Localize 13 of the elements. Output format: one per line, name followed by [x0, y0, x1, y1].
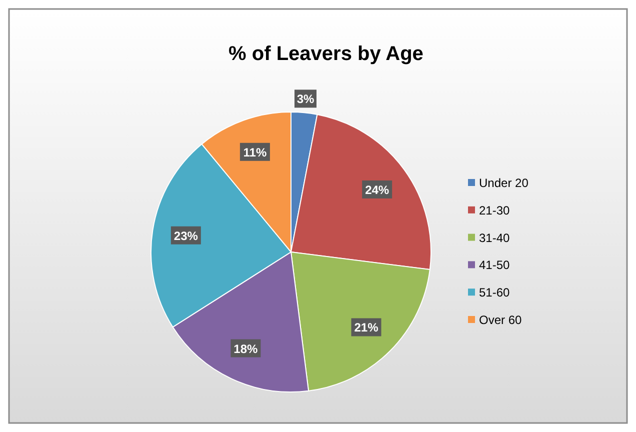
legend-label: 21-30 [479, 203, 510, 218]
legend-label: 31-40 [479, 230, 510, 245]
chart-title: % of Leavers by Age [228, 43, 424, 65]
data-label: 21% [354, 320, 379, 335]
data-label: 18% [234, 342, 258, 356]
legend-label: 41-50 [479, 258, 510, 272]
data-label: 24% [365, 182, 390, 197]
legend-label: Under 20 [479, 176, 529, 190]
legend-label: 51-60 [479, 286, 510, 300]
legend-label: Over 60 [479, 313, 522, 327]
data-label: 23% [174, 228, 198, 243]
data-label: 11% [243, 145, 267, 160]
data-label: 3% [296, 92, 314, 106]
